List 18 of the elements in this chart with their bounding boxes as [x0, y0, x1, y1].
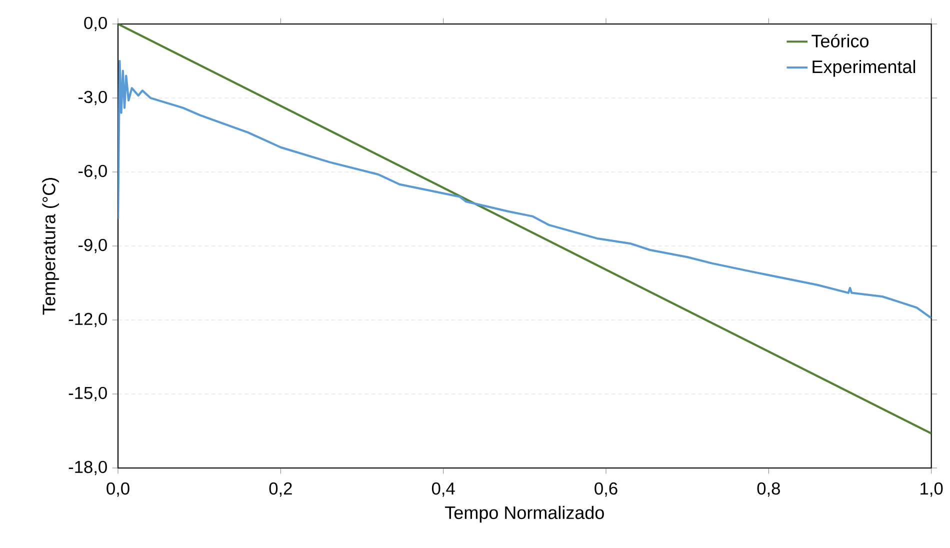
y-tick-label: -15,0: [68, 386, 107, 402]
x-tick-label: 0,2: [269, 482, 292, 497]
y-tick-label: -6,0: [78, 164, 107, 180]
legend-label: Teórico: [812, 34, 869, 48]
y-tick-label: -9,0: [78, 238, 107, 254]
y-axis-title: Temperatura (°C): [42, 178, 59, 315]
y-tick-label: -18,0: [68, 460, 107, 476]
y-tick-label: -3,0: [78, 90, 107, 106]
legend-label: Experimental: [812, 60, 916, 77]
x-tick-label: 0,0: [106, 482, 130, 497]
y-tick-label: 0,0: [84, 16, 107, 32]
x-tick-label: 0,6: [594, 482, 618, 497]
y-tick-label: -12,0: [68, 312, 107, 328]
x-axis-title: Tempo Normalizado: [445, 506, 604, 523]
x-tick-label: 0,4: [432, 482, 455, 497]
x-tick-label: 0,8: [757, 482, 780, 497]
line-series: [118, 60, 932, 320]
x-tick-label: 1,0: [920, 482, 943, 497]
